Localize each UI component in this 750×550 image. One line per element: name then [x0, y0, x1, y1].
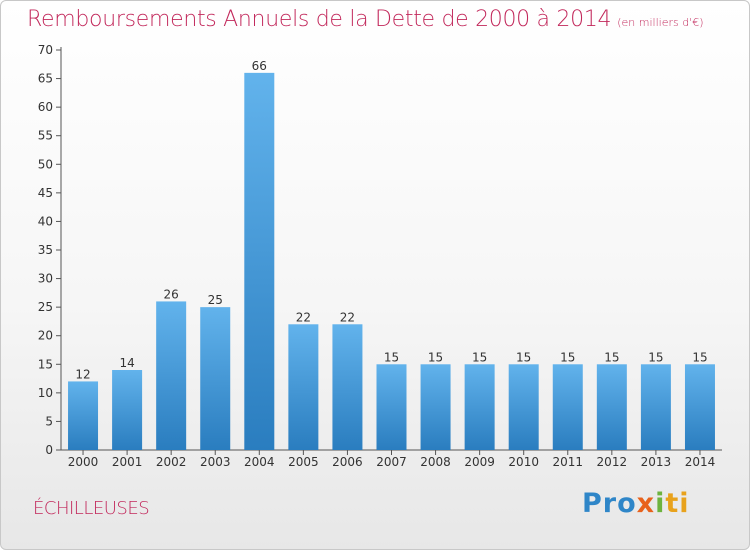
y-tick-label: 30	[38, 272, 53, 286]
bar-2006	[332, 324, 363, 450]
x-tick-label: 2010	[508, 455, 539, 469]
x-tick-label: 2002	[156, 455, 187, 469]
proxiti-logo: Proxiti	[582, 488, 690, 519]
bar-2007	[376, 364, 407, 450]
value-label-2009: 15	[472, 350, 487, 364]
value-label-2002: 26	[164, 287, 179, 301]
value-label-2012: 15	[604, 350, 619, 364]
bar-2013	[640, 364, 671, 450]
x-tick-label: 2013	[641, 455, 672, 469]
y-tick-label: 35	[38, 243, 53, 257]
bar-2011	[552, 364, 583, 450]
bar-2001	[112, 370, 143, 450]
value-label-2004: 66	[252, 59, 267, 73]
logo-part-4: ti	[665, 488, 690, 519]
value-label-2010: 15	[516, 350, 531, 364]
x-tick-label: 2004	[244, 455, 275, 469]
y-tick-label: 70	[38, 43, 53, 57]
value-label-2000: 12	[75, 367, 90, 381]
logo-part-3: i	[655, 488, 666, 519]
x-tick-label: 2009	[464, 455, 495, 469]
value-label-2008: 15	[428, 350, 443, 364]
bar-2005	[288, 324, 319, 450]
value-label-2005: 22	[296, 310, 311, 324]
value-label-2007: 15	[384, 350, 399, 364]
bar-2003	[200, 307, 231, 450]
x-tick-label: 2007	[376, 455, 407, 469]
y-tick-label: 40	[38, 214, 53, 228]
bar-2008	[420, 364, 451, 450]
value-label-2013: 15	[648, 350, 663, 364]
y-tick-label: 0	[45, 443, 53, 457]
bar-2000	[68, 381, 99, 450]
bar-2010	[508, 364, 539, 450]
value-label-2011: 15	[560, 350, 575, 364]
bar-2002	[156, 301, 187, 450]
commune-name: ÉCHILLEUSES	[33, 498, 150, 519]
x-tick-label: 2014	[685, 455, 716, 469]
bar-2004	[244, 72, 275, 450]
y-axis: 0 5 10 15 20 25 30 35 40 45 50 55 60 65 70	[38, 43, 62, 457]
bar-2012	[596, 364, 627, 450]
x-tick-label: 2006	[332, 455, 363, 469]
y-tick-label: 20	[38, 329, 53, 343]
y-tick-label: 45	[38, 186, 53, 200]
chart-subtitle: (en milliers d'€)	[617, 16, 704, 29]
value-label-2001: 14	[119, 356, 134, 370]
bar-2014	[684, 364, 715, 450]
y-tick-label: 65	[38, 72, 53, 86]
bars-group	[68, 72, 715, 450]
x-tick-label: 2008	[420, 455, 451, 469]
x-tick-label: 2001	[112, 455, 143, 469]
value-label-2003: 25	[208, 293, 223, 307]
y-tick-label: 15	[38, 357, 53, 371]
x-tick-label: 2011	[552, 455, 583, 469]
y-tick-label: 5	[45, 414, 53, 428]
x-tick-label: 2012	[597, 455, 628, 469]
logo-part-1: Pro	[582, 488, 637, 519]
y-tick-label: 10	[38, 386, 53, 400]
chart-title: Remboursements Annuels de la Dette de 20…	[27, 7, 704, 32]
y-tick-label: 50	[38, 157, 53, 171]
logo-part-2: x	[636, 488, 656, 519]
value-label-2014: 15	[692, 350, 707, 364]
x-tick-label: 2005	[288, 455, 319, 469]
chart-title-text: Remboursements Annuels de la Dette de 20…	[27, 7, 612, 32]
value-label-2006: 22	[340, 310, 355, 324]
x-tick-label: 2003	[200, 455, 231, 469]
y-tick-label: 60	[38, 100, 53, 114]
y-tick-label: 25	[38, 300, 53, 314]
x-tick-label: 2000	[68, 455, 99, 469]
y-tick-label: 55	[38, 129, 53, 143]
bar-2009	[464, 364, 495, 450]
value-labels-group: 12 14 26 25 66 22 22 15 15 15 15 15 15 15 15	[75, 59, 707, 382]
x-axis: 2000 2001 2002 2003 2004 2005 2006 2007 2008 2009…	[61, 449, 722, 469]
